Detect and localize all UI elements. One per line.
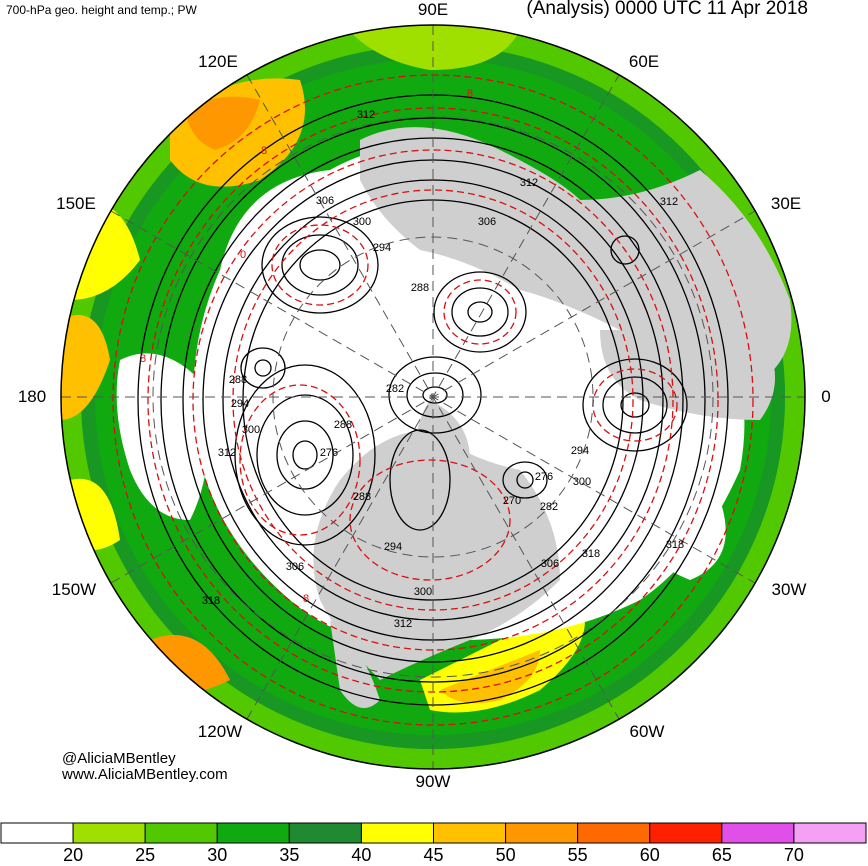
colorbar-swatch — [0, 822, 74, 844]
height-label-300-nw: 300 — [353, 216, 371, 228]
temp-label-8-west: 8 — [140, 353, 146, 365]
colorbar-swatch — [360, 822, 434, 844]
colorbar-tick-label: 20 — [63, 845, 84, 865]
lon-label-180: 180 — [17, 387, 47, 406]
colorbar-tick-label: 45 — [423, 845, 444, 865]
temp-label-8-sw: 8 — [303, 593, 309, 605]
colorbar-tick-label: 50 — [495, 845, 516, 865]
height-label-300-south: 300 — [414, 586, 432, 598]
colorbar-tick-label: 55 — [567, 845, 588, 865]
height-label-318-sw: 318 — [202, 595, 220, 607]
height-label-282-east: 282 — [540, 501, 558, 513]
credit-twitter: @AliciaMBentley — [62, 750, 176, 767]
height-label-294-east: 294 — [571, 445, 589, 457]
height-label-306-ne: 306 — [478, 216, 496, 228]
colorbar-tick-label: 60 — [639, 845, 660, 865]
height-label-306-se: 306 — [541, 558, 559, 570]
lon-label-120e: 120E — [198, 52, 238, 71]
height-label-294-nw: 294 — [373, 242, 391, 254]
colorbar-tick-label: 30 — [207, 845, 228, 865]
lon-label-60e: 60E — [628, 52, 660, 71]
colorbar-swatch — [649, 822, 723, 844]
credit-website: www.AliciaMBentley.com — [62, 766, 228, 783]
polar-stereographic-map: 312 306 300 294 288 282 276 270 276 282 … — [60, 24, 806, 770]
colorbar-swatch — [72, 822, 146, 844]
colorbar-swatch — [505, 822, 579, 844]
globe-outline — [60, 24, 806, 770]
temp-label-8-nw: 8 — [261, 145, 267, 157]
colorbar-tick-label: 65 — [711, 845, 732, 865]
colorbar-tick-label: 70 — [783, 845, 804, 865]
colorbar-tick-label: 35 — [279, 845, 300, 865]
height-label-270-east: 270 — [503, 495, 521, 507]
colorbar-swatch — [433, 822, 507, 844]
height-label-276-east: 276 — [535, 471, 553, 483]
height-label-318-east: 318 — [666, 539, 684, 551]
height-label-276-west: 276 — [320, 447, 338, 459]
lon-label-150w: 150W — [51, 580, 97, 599]
lon-label-150e: 150E — [56, 194, 96, 213]
lon-label-120w: 120W — [197, 722, 243, 741]
height-label-294-south: 294 — [384, 541, 402, 553]
colorbar-swatch — [793, 822, 867, 844]
height-label-294-west: 294 — [231, 398, 249, 410]
temp-label-8-north: 8 — [467, 88, 473, 100]
colorbar-swatch — [216, 822, 290, 844]
height-label-288-north: 288 — [411, 282, 429, 294]
map-title-left: 700-hPa geo. height and temp.; PW — [6, 3, 197, 17]
height-label-288-west: 288 — [229, 374, 247, 386]
colorbar-tick-label: 40 — [351, 845, 372, 865]
height-label-288-sw: 288 — [353, 491, 371, 503]
colorbar-tick-label: 25 — [135, 845, 156, 865]
colorbar-swatch — [577, 822, 651, 844]
height-label-312-south: 312 — [394, 618, 412, 630]
lon-label-90w: 90W — [415, 772, 451, 791]
map-title-right: (Analysis) 0000 UTC 11 Apr 2018 — [526, 0, 808, 19]
lon-label-30e: 30E — [770, 194, 802, 213]
height-label-282-center: 282 — [386, 383, 404, 395]
lon-label-60w: 60W — [629, 722, 665, 741]
height-label-312-top: 312 — [357, 109, 375, 121]
height-label-300-west: 300 — [242, 424, 260, 436]
colorbar-swatch — [144, 822, 218, 844]
graticule — [61, 25, 805, 769]
height-label-306-nw: 306 — [316, 195, 334, 207]
lon-label-30w: 30W — [771, 580, 807, 599]
lon-label-0: 0 — [821, 387, 831, 406]
pw-colorbar — [0, 822, 867, 844]
height-label-312-west: 312 — [218, 447, 236, 459]
height-label-288-inner: 288 — [334, 419, 352, 431]
height-label-306-sw: 306 — [286, 561, 304, 573]
lon-label-90e: 90E — [417, 0, 449, 19]
height-label-312-ne: 312 — [660, 196, 678, 208]
height-label-318-se: 318 — [582, 548, 600, 560]
temp-label-0-nw: 0 — [240, 249, 246, 261]
height-label-312-north: 312 — [520, 177, 538, 189]
colorbar-swatch — [721, 822, 795, 844]
colorbar-swatch — [288, 822, 362, 844]
height-label-300-east: 300 — [573, 476, 591, 488]
